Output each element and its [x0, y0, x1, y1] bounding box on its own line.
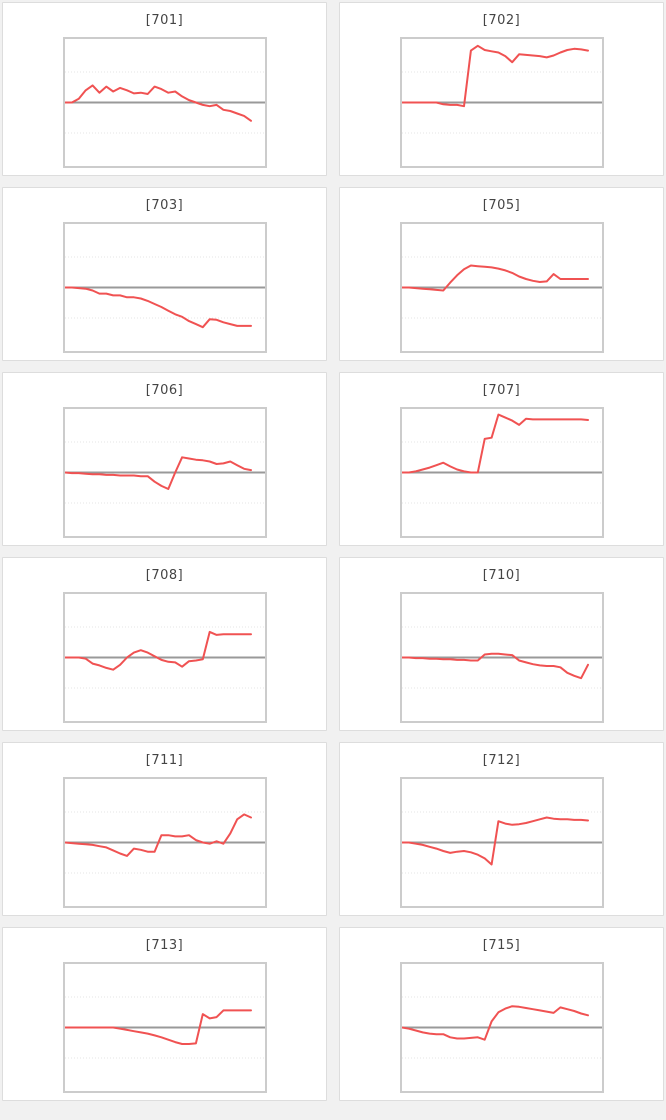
series-line — [401, 1005, 589, 1041]
chart-title: [707] — [482, 383, 521, 398]
series-line — [64, 813, 252, 857]
chart-title: [712] — [482, 753, 521, 768]
chart-plot-area — [399, 962, 604, 1093]
chart-card: [701] — [2, 2, 327, 176]
chart-card: [715] — [339, 927, 664, 1101]
chart-card: [708] — [2, 557, 327, 731]
series-line — [401, 264, 589, 292]
chart-plot-area — [62, 777, 267, 908]
sparkline-svg — [64, 626, 265, 689]
sparkline-svg — [64, 996, 265, 1059]
chart-plot-area — [399, 37, 604, 168]
sparkline-svg — [64, 811, 265, 874]
series-line — [64, 630, 252, 671]
sparkline-svg — [401, 413, 602, 504]
sparkline-svg — [401, 626, 602, 689]
series-line — [64, 286, 252, 329]
chart-title: [705] — [482, 198, 521, 213]
chart-plot-area — [62, 222, 267, 353]
chart-title: [703] — [145, 198, 184, 213]
chart-title: [708] — [145, 568, 184, 583]
chart-plot-area — [399, 222, 604, 353]
chart-title: [715] — [482, 938, 521, 953]
chart-card: [703] — [2, 187, 327, 361]
series-line — [401, 816, 589, 866]
chart-card: [710] — [339, 557, 664, 731]
series-line — [64, 1009, 252, 1045]
series-line — [64, 84, 252, 122]
sparkline-svg — [401, 256, 602, 319]
chart-card: [711] — [2, 742, 327, 916]
chart-plot-area — [399, 777, 604, 908]
chart-plot-area — [62, 37, 267, 168]
chart-title: [701] — [145, 13, 184, 28]
chart-card: [706] — [2, 372, 327, 546]
chart-plot-area — [399, 407, 604, 538]
sparkline-svg — [64, 71, 265, 134]
chart-plot-area — [399, 592, 604, 723]
sparkline-svg — [64, 256, 265, 329]
chart-plot-area — [62, 407, 267, 538]
chart-title: [710] — [482, 568, 521, 583]
chart-title: [702] — [482, 13, 521, 28]
chart-card: [707] — [339, 372, 664, 546]
chart-title: [713] — [145, 938, 184, 953]
chart-plot-area — [62, 962, 267, 1093]
series-line — [401, 652, 589, 680]
series-line — [64, 456, 252, 490]
series-line — [401, 44, 589, 108]
sparkline-svg — [401, 996, 602, 1059]
chart-title: [711] — [145, 753, 184, 768]
chart-title: [706] — [145, 383, 184, 398]
chart-card: [713] — [2, 927, 327, 1101]
series-line — [401, 413, 589, 474]
chart-card: [702] — [339, 2, 664, 176]
chart-card: [705] — [339, 187, 664, 361]
chart-plot-area — [62, 592, 267, 723]
sparkline-svg — [401, 811, 602, 874]
sparkline-svg — [64, 441, 265, 504]
chart-card: [712] — [339, 742, 664, 916]
sparkline-svg — [401, 44, 602, 134]
